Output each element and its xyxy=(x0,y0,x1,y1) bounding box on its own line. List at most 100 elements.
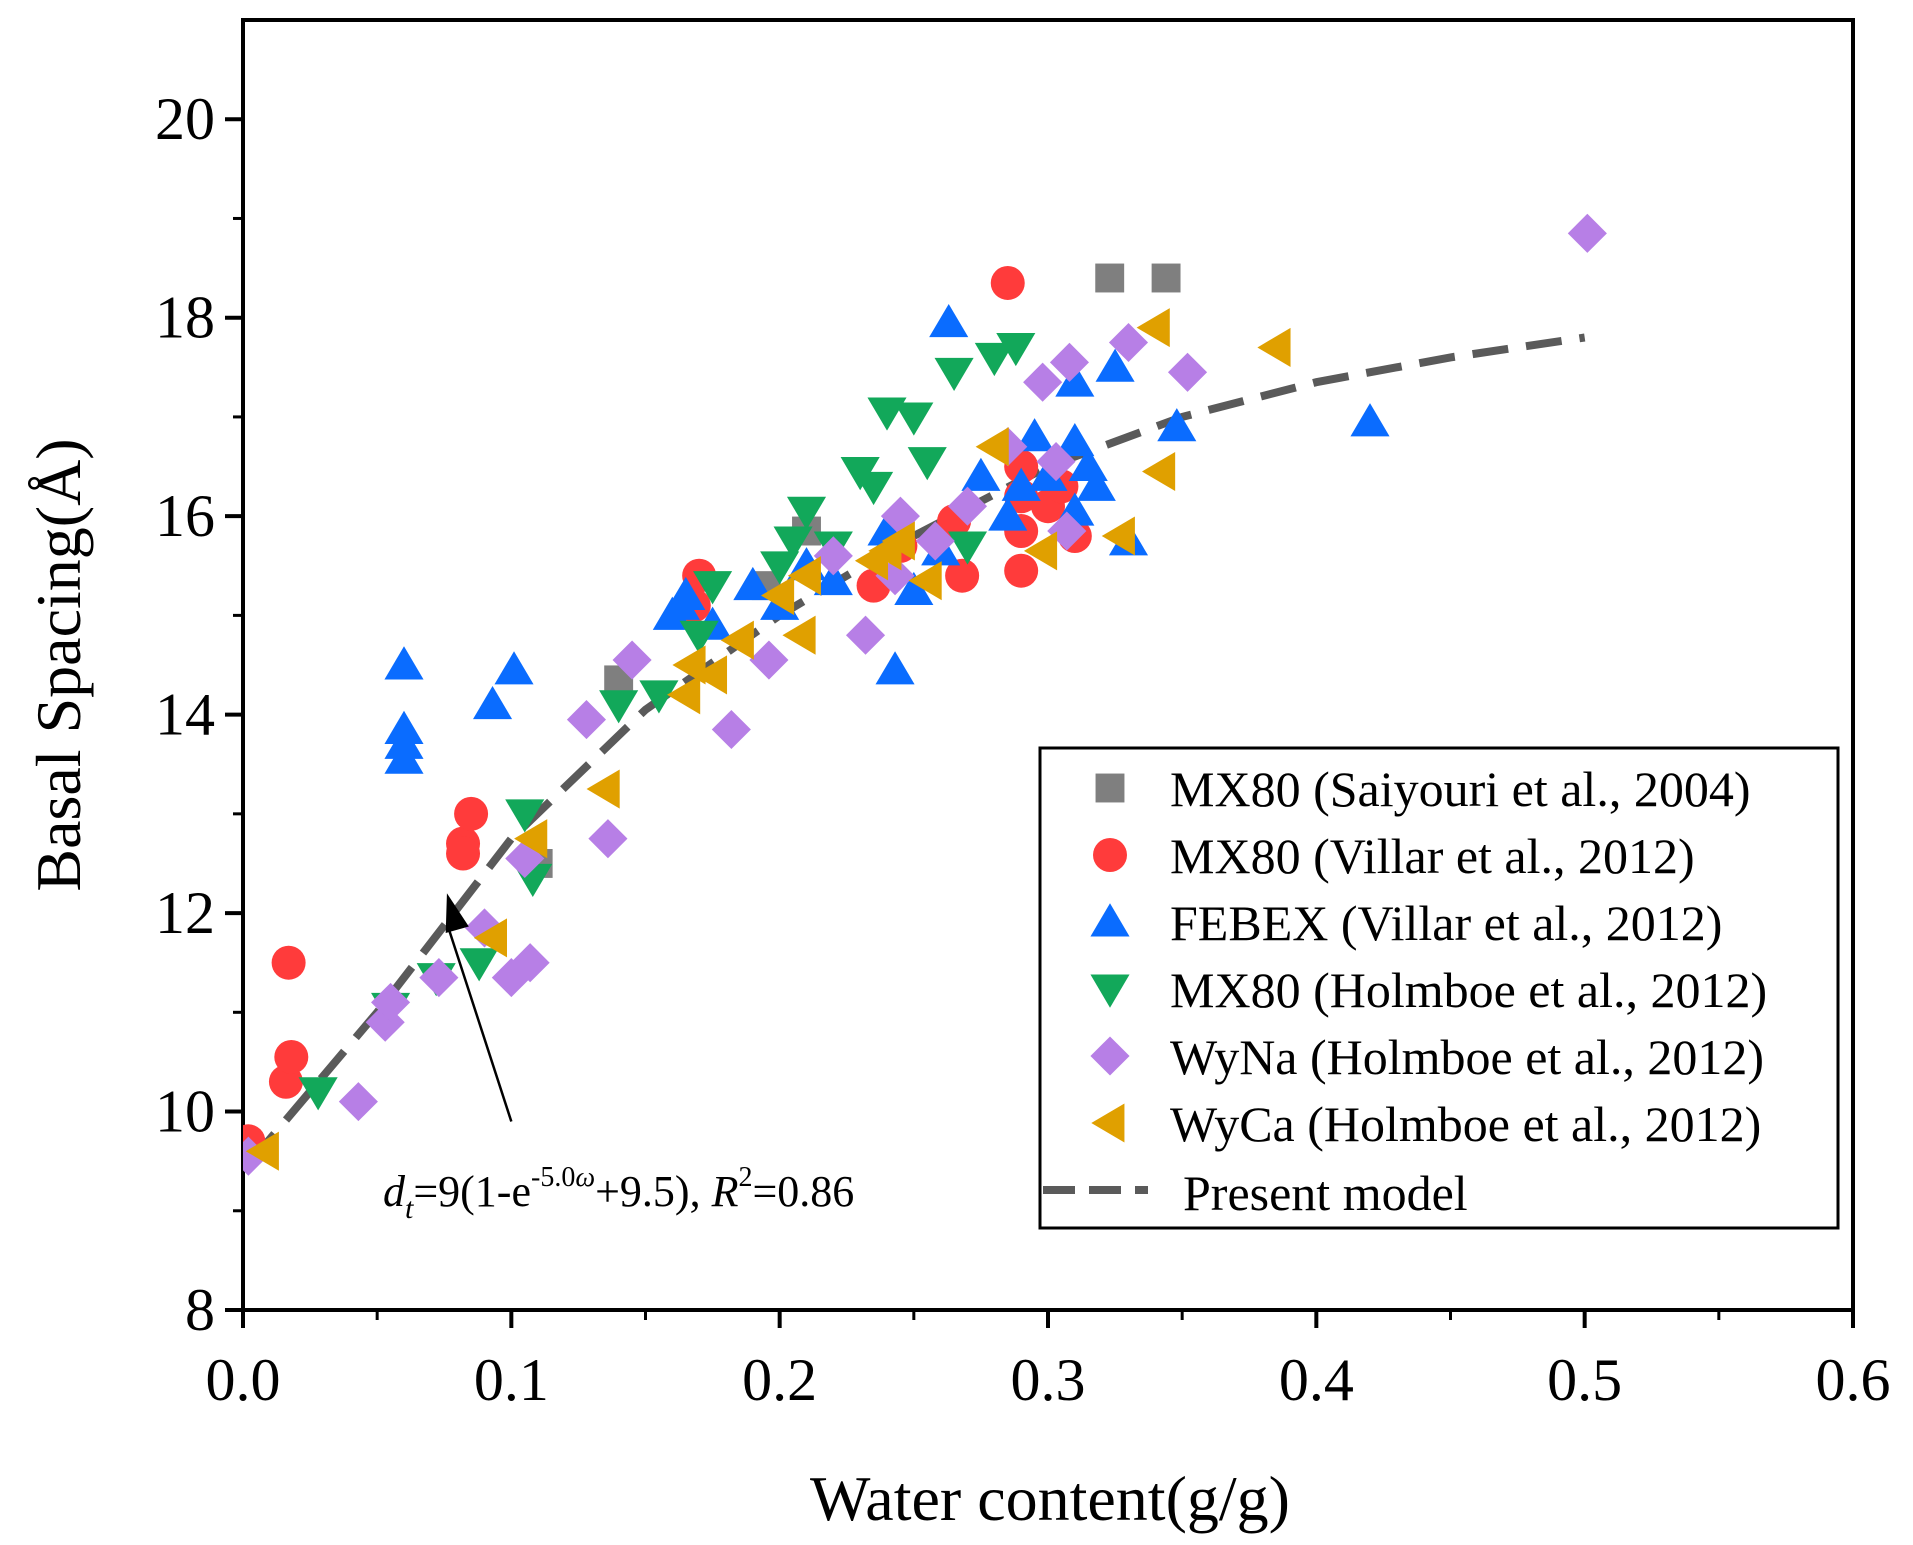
x-axis-label: Water content(g/g) xyxy=(810,1463,1290,1534)
eq-prefix: =9(1-e xyxy=(413,1167,531,1216)
data-point-triangle-up xyxy=(384,740,424,774)
data-point-triangle-up xyxy=(473,685,513,720)
data-point-triangle-left xyxy=(787,556,821,596)
x-tick-label: 0.1 xyxy=(474,1347,549,1413)
data-point-triangle-down xyxy=(974,342,1014,377)
legend-swatch-triangle-left xyxy=(1091,1103,1125,1143)
data-point-triangle-down xyxy=(947,531,988,565)
data-point-triangle-down xyxy=(934,357,974,391)
data-point-triangle-left xyxy=(514,819,548,859)
data-point-triangle-up xyxy=(1076,467,1116,501)
y-tick-label: 16 xyxy=(155,483,215,549)
data-point-triangle-left xyxy=(782,615,816,655)
eq-mid: +9.5), xyxy=(595,1167,711,1216)
data-point-triangle-up xyxy=(733,566,773,601)
legend-swatch-triangle-up xyxy=(1090,903,1130,937)
data-point-triangle-up xyxy=(929,303,969,338)
annotation-group xyxy=(445,893,513,1122)
x-tick-label: 0.4 xyxy=(1279,1347,1354,1413)
data-point-diamond xyxy=(1108,322,1149,363)
x-tick-label: 0.5 xyxy=(1547,1347,1622,1413)
data-point-triangle-up xyxy=(666,576,706,610)
legend-swatch-circle xyxy=(1093,838,1127,872)
y-tick-label: 8 xyxy=(185,1277,215,1343)
data-point-triangle-down xyxy=(760,551,800,585)
data-point-triangle-left xyxy=(720,620,754,660)
data-point-circle xyxy=(274,1039,309,1074)
data-point-diamond xyxy=(749,640,789,680)
data-points xyxy=(243,213,1607,1176)
eq-d: d xyxy=(383,1167,406,1216)
data-point-triangle-up xyxy=(1001,467,1041,501)
data-point-triangle-left xyxy=(1023,531,1058,571)
legend-label: MX80 (Holmboe et al., 2012) xyxy=(1170,962,1767,1018)
y-tick-label: 20 xyxy=(155,86,215,152)
data-point-triangle-down xyxy=(854,471,894,506)
data-point-triangle-up xyxy=(875,651,915,685)
data-point-triangle-up xyxy=(1350,403,1390,437)
data-point-triangle-up xyxy=(494,651,534,685)
data-point-triangle-left xyxy=(908,561,942,601)
data-point-square xyxy=(1151,263,1181,293)
data-point-diamond xyxy=(510,943,550,983)
data-point-triangle-up xyxy=(384,646,424,680)
data-point-triangle-up xyxy=(1055,423,1095,457)
x-tick-label: 0.3 xyxy=(1011,1347,1086,1413)
y-tick-label: 10 xyxy=(155,1079,215,1145)
data-point-triangle-left xyxy=(1136,308,1170,348)
data-point-diamond xyxy=(1167,352,1208,392)
data-point-triangle-down xyxy=(505,799,545,833)
data-point-triangle-up xyxy=(813,561,853,596)
eq-end: =0.86 xyxy=(752,1167,854,1216)
legend-label: WyCa (Holmboe et al., 2012) xyxy=(1170,1096,1761,1152)
legend-label: MX80 (Villar et al., 2012) xyxy=(1170,828,1695,884)
legend-box xyxy=(1038,746,1840,1230)
data-point-diamond xyxy=(813,536,853,576)
x-tick-label: 0.2 xyxy=(742,1347,817,1413)
data-point-diamond xyxy=(505,838,545,879)
eq-sup-2: 2 xyxy=(738,1162,752,1193)
data-point-diamond xyxy=(711,709,751,750)
legend-swatch-diamond xyxy=(1090,1036,1130,1076)
data-point-triangle-down xyxy=(773,526,813,560)
data-point-triangle-down xyxy=(639,680,679,714)
data-point-triangle-left xyxy=(760,575,795,616)
legend-swatch-triangle-down xyxy=(1090,974,1130,1008)
fit-equation: dt=9(1-e-5.0ω+9.5), R2=0.86 xyxy=(383,1162,854,1225)
data-point-triangle-left xyxy=(667,675,701,715)
axes: 0.0 0.1 0.2 0.3 0.4 0.5 0.6 8 10 12 14 16 18 20 xyxy=(155,18,1891,1413)
data-point-diamond xyxy=(1567,213,1607,253)
eq-exponent: -5.0 xyxy=(531,1162,575,1193)
y-tick-label: 18 xyxy=(155,285,215,351)
data-point-diamond xyxy=(845,615,886,655)
data-point-triangle-down xyxy=(693,571,733,605)
legend-label: Present model xyxy=(1183,1165,1468,1221)
data-point-diamond xyxy=(612,640,652,680)
data-point-circle xyxy=(1004,553,1039,588)
data-point-triangle-left xyxy=(1257,327,1291,368)
data-point-triangle-left xyxy=(975,427,1009,467)
data-point-triangle-left xyxy=(1142,451,1176,492)
data-point-triangle-down xyxy=(599,690,639,724)
legend: MX80 (Saiyouri et al., 2004) MX80 (Villar… xyxy=(1038,746,1840,1230)
data-point-triangle-left xyxy=(245,1131,279,1171)
data-point-triangle-up xyxy=(961,457,1001,491)
data-point-triangle-down xyxy=(298,1077,338,1111)
data-point-triangle-up xyxy=(1015,418,1055,452)
eq-r: R xyxy=(711,1167,739,1216)
data-point-diamond xyxy=(464,908,505,948)
data-point-diamond xyxy=(947,486,988,526)
data-point-triangle-up xyxy=(1028,457,1068,491)
data-point-diamond xyxy=(566,700,607,740)
x-tick-label: 0.6 xyxy=(1816,1347,1891,1413)
data-point-triangle-left xyxy=(586,769,620,809)
legend-label: FEBEX (Villar et al., 2012) xyxy=(1170,895,1722,951)
annotation-arrow-head xyxy=(445,893,469,934)
data-point-triangle-up xyxy=(988,497,1028,531)
data-point-circle xyxy=(454,796,489,831)
legend-swatch-square xyxy=(1095,773,1125,803)
data-point-triangle-up xyxy=(1157,408,1197,442)
data-point-circle xyxy=(271,945,306,980)
legend-label: MX80 (Saiyouri et al., 2004) xyxy=(1170,761,1750,817)
